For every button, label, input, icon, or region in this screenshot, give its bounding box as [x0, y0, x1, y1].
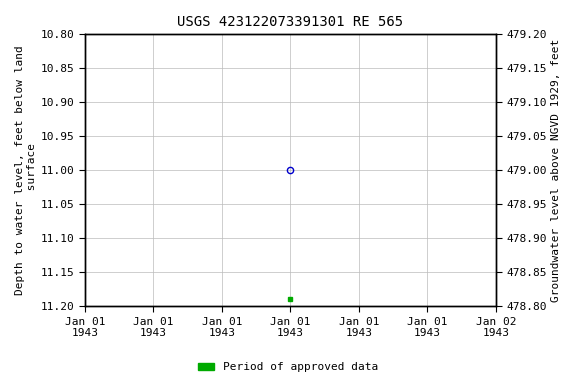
- Title: USGS 423122073391301 RE 565: USGS 423122073391301 RE 565: [177, 15, 403, 29]
- Legend: Period of approved data: Period of approved data: [193, 358, 383, 377]
- Y-axis label: Groundwater level above NGVD 1929, feet: Groundwater level above NGVD 1929, feet: [551, 39, 561, 302]
- Y-axis label: Depth to water level, feet below land
 surface: Depth to water level, feet below land su…: [15, 45, 37, 295]
